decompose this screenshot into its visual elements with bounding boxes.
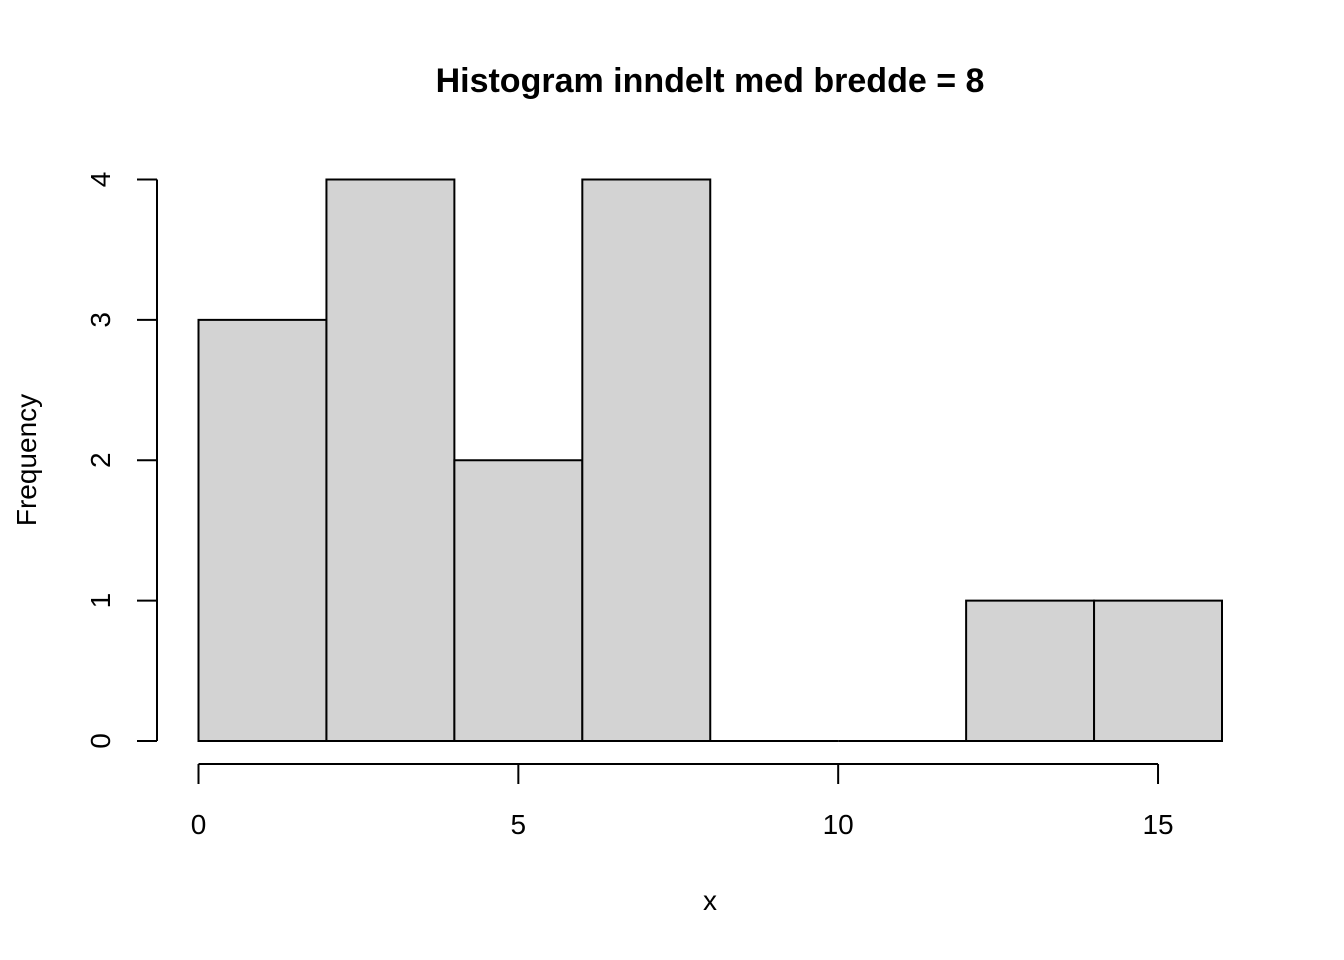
histogram-bar-1 [325,178,456,742]
x-axis-label: x [703,885,717,916]
x-tick-label: 15 [1142,809,1173,840]
x-tick-label: 5 [511,809,527,840]
y-tick-label: 3 [85,312,116,328]
bars-group [197,178,1223,742]
y-tick-label: 4 [85,172,116,188]
histogram-bar-0 [197,318,328,742]
histogram-bar-6 [965,599,1096,742]
x-tick-label: 10 [823,809,854,840]
y-tick-label: 2 [85,452,116,468]
chart-title: Histogram inndelt med bredde = 8 [436,62,985,100]
x-axis: 0 5 10 15 [191,763,1174,840]
y-axis: 0 1 2 3 4 [85,172,158,749]
y-axis-label: Frequency [11,394,42,526]
histogram-bar-2 [453,459,584,742]
y-tick-label: 0 [85,733,116,749]
x-tick-label: 0 [191,809,207,840]
y-tick-label: 1 [85,593,116,609]
histogram-bar-7 [1093,599,1223,742]
histogram-bar-3 [581,178,712,742]
